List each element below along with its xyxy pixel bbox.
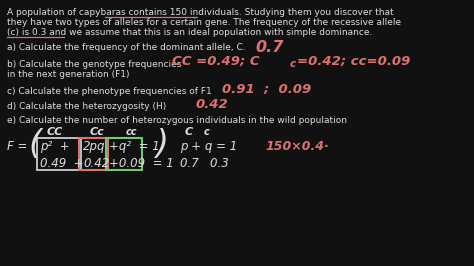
Text: p²  +: p² + [40, 140, 70, 153]
Text: 0.42: 0.42 [196, 98, 229, 111]
Text: d) Calculate the heterozygosity (H): d) Calculate the heterozygosity (H) [7, 102, 166, 111]
Text: Cc: Cc [90, 127, 105, 137]
Text: F =: F = [7, 140, 27, 153]
Text: C: C [185, 127, 193, 137]
Text: =0.42; cc=0.09: =0.42; cc=0.09 [297, 55, 410, 68]
Text: in the next generation (F1): in the next generation (F1) [7, 70, 129, 79]
Text: CC =0.49; C: CC =0.49; C [172, 55, 260, 68]
Text: 150×0.4·: 150×0.4· [265, 140, 329, 153]
Text: p + q = 1: p + q = 1 [180, 140, 237, 153]
Text: 0.91  ;  0.09: 0.91 ; 0.09 [222, 83, 311, 96]
Text: ): ) [155, 128, 168, 161]
Text: c: c [204, 127, 210, 137]
Text: (c) is 0.3 and we assume that this is an ideal population with simple dominance.: (c) is 0.3 and we assume that this is an… [7, 28, 373, 37]
Text: +q²  = 1: +q² = 1 [109, 140, 160, 153]
Text: 2pq: 2pq [83, 140, 106, 153]
Text: CC: CC [47, 127, 63, 137]
Text: (: ( [28, 128, 41, 161]
Text: c) Calculate the phenotype frequencies of F1: c) Calculate the phenotype frequencies o… [7, 87, 212, 96]
Text: b) Calculate the genotype frequencies: b) Calculate the genotype frequencies [7, 60, 182, 69]
Text: a) Calculate the frequency of the dominant allele, C.: a) Calculate the frequency of the domina… [7, 43, 246, 52]
Text: +0.09  = 1: +0.09 = 1 [109, 157, 174, 170]
Text: e) Calculate the number of heterozygous individuals in the wild population: e) Calculate the number of heterozygous … [7, 116, 347, 125]
Text: 0.49  +: 0.49 + [40, 157, 83, 170]
Text: 0.42: 0.42 [83, 157, 109, 170]
Text: A population of capybaras contains 150 individuals. Studying them you discover t: A population of capybaras contains 150 i… [7, 8, 393, 17]
Text: 0.7   0.3: 0.7 0.3 [180, 157, 229, 170]
Text: c: c [290, 59, 296, 69]
Text: cc: cc [126, 127, 137, 137]
Text: 0.7: 0.7 [255, 40, 283, 55]
Text: they have two types of alleles for a certain gene. The frequency of the recessiv: they have two types of alleles for a cer… [7, 18, 401, 27]
